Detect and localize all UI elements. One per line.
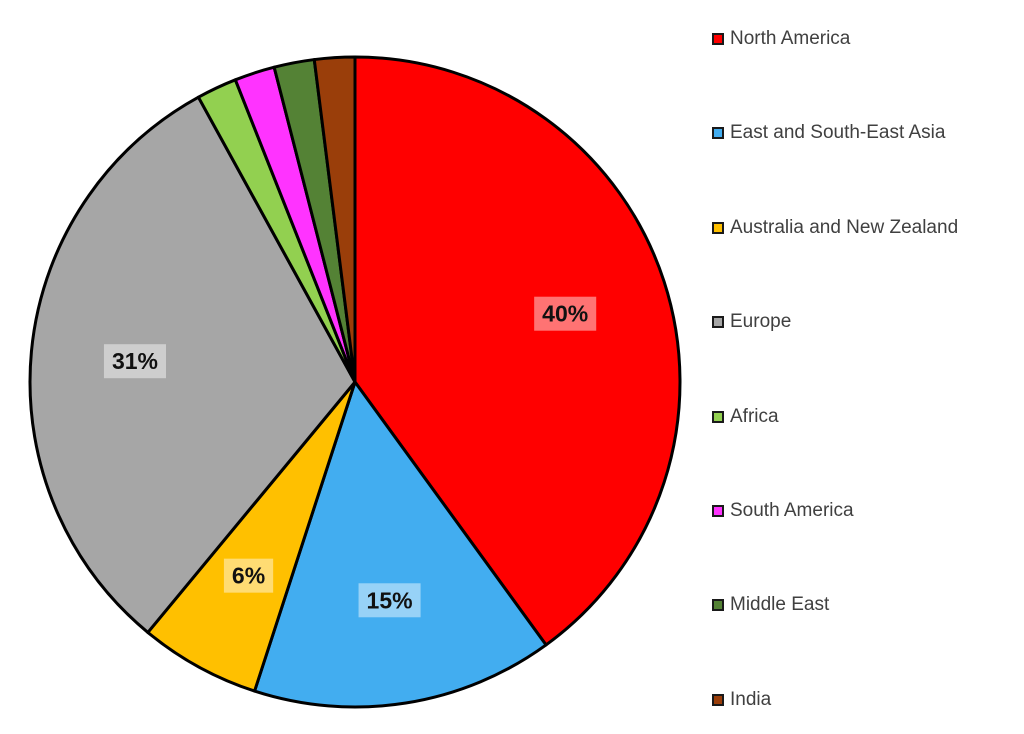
pie-slices: [28, 55, 682, 709]
legend-label: India: [730, 688, 772, 710]
legend-item-middle-east: Middle East: [712, 592, 829, 618]
pie-data-labels: 40% 15% 6% 31%: [103, 296, 597, 618]
pie-slice-india: [312, 55, 357, 384]
pie-slice-east-and-south-east-asia: [253, 380, 548, 709]
legend-swatch: [712, 410, 724, 423]
data-label-north-america: 40%: [534, 296, 597, 331]
legend-label: South America: [730, 500, 854, 521]
legend-item-africa: Africa: [712, 404, 779, 430]
legend-item-south-america: South America: [712, 498, 854, 524]
legend-item-india: India: [712, 687, 771, 713]
legend-swatch: [712, 599, 724, 612]
legend-label: Australia and New Zealand: [730, 216, 959, 238]
data-label-europe: 31%: [103, 344, 167, 379]
legend-swatch: [712, 316, 724, 329]
legend-item-east-and-south-east-asia: East and South-East Asia: [712, 120, 945, 146]
legend-label: Middle East: [730, 594, 830, 616]
svg-text:40%: 40%: [542, 301, 588, 327]
svg-text:6%: 6%: [232, 563, 265, 589]
legend-swatch: [712, 33, 724, 45]
svg-text:31%: 31%: [112, 348, 158, 374]
legend-swatch: [712, 127, 724, 140]
pie-slice-australia-and-new-zealand: [146, 380, 357, 693]
svg-text:15%: 15%: [367, 587, 413, 613]
legend-item-europe: Europe: [712, 309, 791, 335]
legend-item-australia-and-new-zealand: Australia and New Zealand: [712, 215, 958, 241]
legend-label: North America: [730, 28, 851, 49]
pie-slice-europe: [28, 95, 357, 634]
legend-label: Africa: [730, 405, 779, 427]
data-label-australia-and-new-zealand: 6%: [223, 558, 274, 593]
legend-swatch: [712, 693, 724, 706]
data-label-east-and-south-east-asia: 15%: [358, 583, 421, 618]
legend-swatch: [712, 221, 724, 234]
pie-slice-north-america: [353, 55, 682, 647]
legend-label: East and South-East Asia: [730, 122, 946, 144]
legend-label: Europe: [730, 311, 792, 333]
legend-swatch: [712, 505, 724, 517]
legend-item-north-america: North America: [712, 26, 850, 52]
